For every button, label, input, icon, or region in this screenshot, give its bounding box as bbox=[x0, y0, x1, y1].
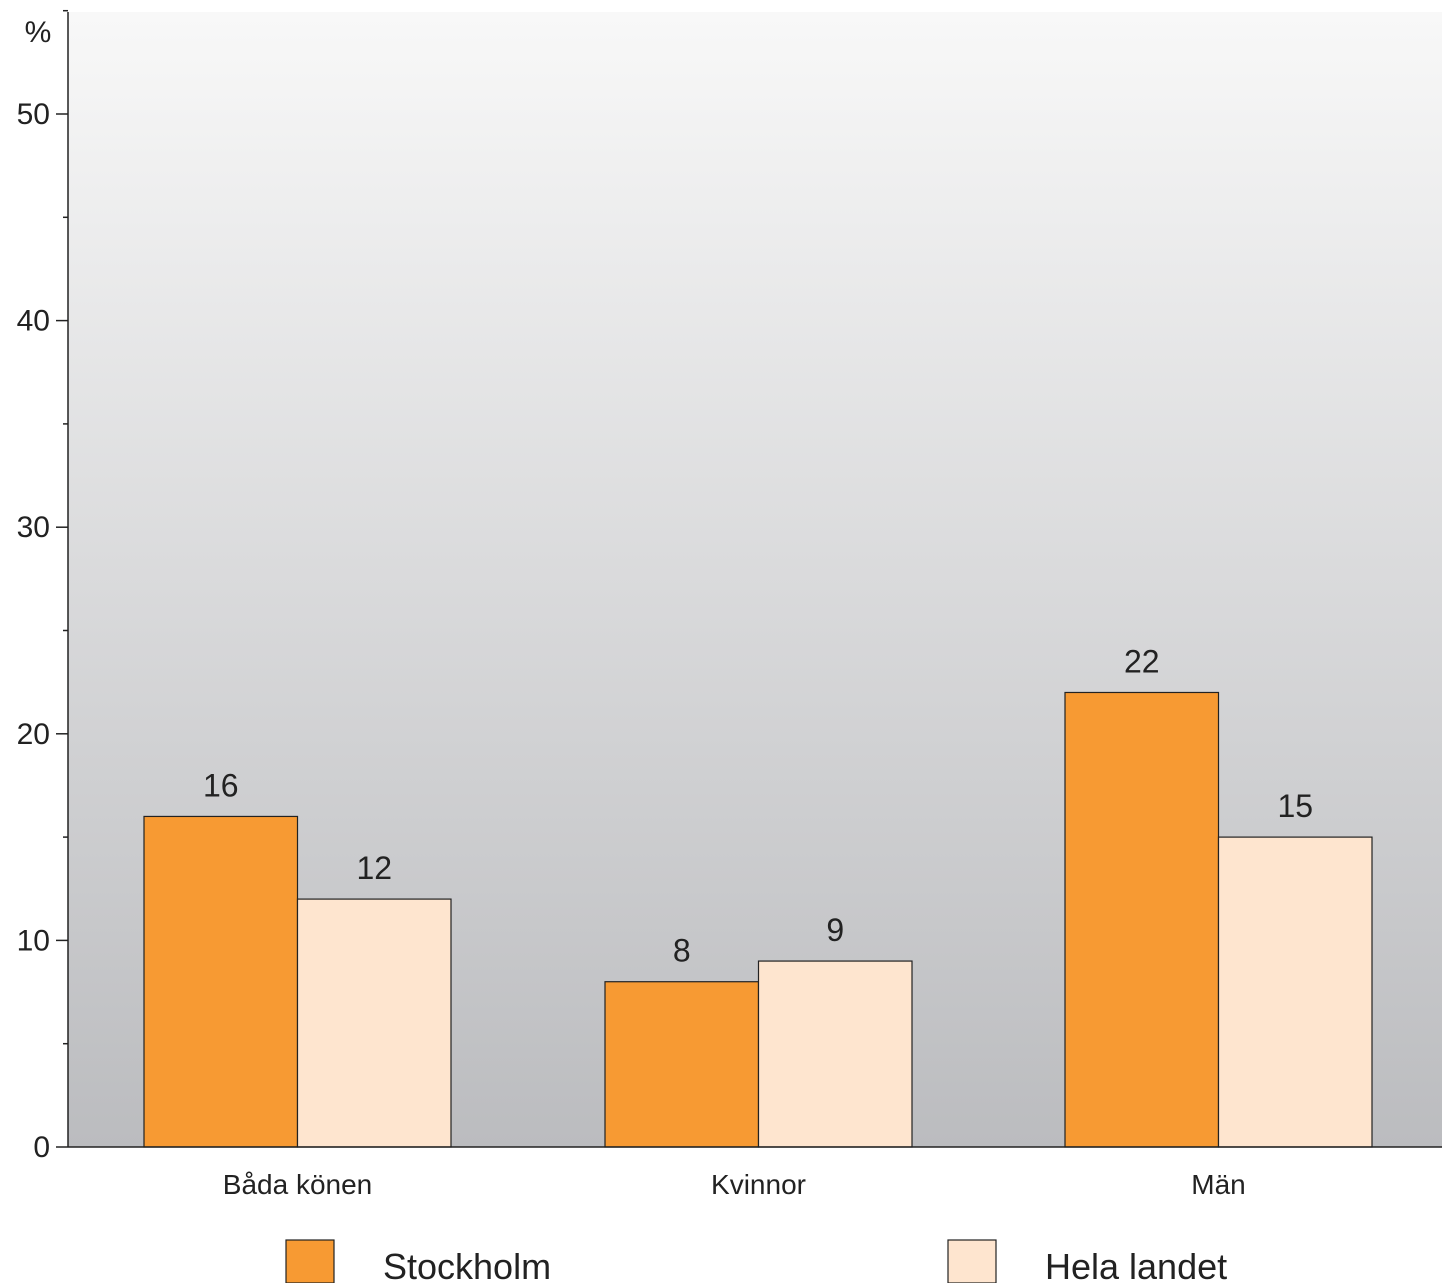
x-axis: Båda könen Kvinnor Män bbox=[68, 1146, 1442, 1200]
x-category-label: Män bbox=[1191, 1169, 1245, 1200]
data-label: 15 bbox=[1277, 788, 1313, 824]
data-label: 12 bbox=[356, 850, 392, 886]
y-tick-label: 40 bbox=[17, 305, 50, 338]
data-label: 8 bbox=[673, 933, 691, 969]
y-tick-label: 50 bbox=[17, 98, 50, 131]
y-tick-label: 20 bbox=[17, 718, 50, 751]
legend-label: Stockholm bbox=[383, 1246, 551, 1283]
y-tick-label: 30 bbox=[17, 511, 50, 544]
y-tick-label: 0 bbox=[33, 1131, 50, 1164]
bar-stockholm-0 bbox=[143, 815, 299, 1148]
y-axis-unit-label: % bbox=[25, 16, 52, 49]
bar-stockholm-1 bbox=[604, 981, 760, 1148]
legend-label: Hela landet bbox=[1045, 1246, 1227, 1283]
bar-hela-landet-2 bbox=[1217, 836, 1373, 1148]
x-category-label: Kvinnor bbox=[711, 1169, 806, 1200]
data-label: 9 bbox=[826, 912, 844, 948]
bar-hela-landet-1 bbox=[757, 960, 913, 1148]
bar-stockholm-2 bbox=[1064, 691, 1220, 1148]
y-axis: 0 10 20 30 40 50 bbox=[17, 9, 69, 1164]
data-label: 22 bbox=[1124, 643, 1160, 679]
data-label: 16 bbox=[203, 767, 239, 803]
bar-hela-landet-0 bbox=[296, 898, 452, 1148]
data-labels: 16 12 8 9 22 15 bbox=[203, 643, 1313, 968]
legend-swatch-stockholm bbox=[285, 1239, 335, 1283]
bars bbox=[143, 691, 1373, 1148]
x-category-label: Båda könen bbox=[223, 1169, 372, 1200]
legend: Stockholm Hela landet bbox=[285, 1239, 1227, 1283]
y-tick-label: 10 bbox=[17, 924, 50, 957]
legend-swatch-hela-landet bbox=[947, 1239, 997, 1283]
